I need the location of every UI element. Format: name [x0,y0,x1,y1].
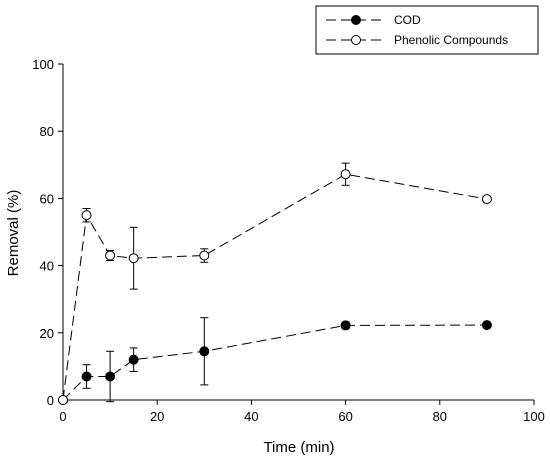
y-tick-label: 0 [47,393,54,408]
data-point-phenolic-compounds [81,210,92,221]
y-tick-label: 20 [40,326,54,341]
y-tick-label: 80 [40,124,54,139]
legend: COD Phenolic Compounds [315,5,539,55]
data-point-cod [199,346,210,357]
data-point-phenolic-compounds [481,194,492,205]
data-point-cod [481,320,492,331]
legend-entry-phenolic-compounds: Phenolic Compounds [326,33,508,47]
data-point-cod [81,371,92,382]
x-tick-label: 20 [150,409,164,424]
data-point-cod [340,320,351,331]
series-line-phenolic-compounds [62,173,487,401]
y-axis-title: Removal (%) [5,190,22,277]
y-tick-label: 40 [40,259,54,274]
y-tick-label: 60 [40,191,54,206]
y-tick-label: 100 [32,57,54,72]
x-tick-label: 40 [244,409,258,424]
data-point-phenolic-compounds [128,253,139,264]
data-point-phenolic-compounds [199,250,210,261]
series-phenolic-compounds [58,162,492,405]
data-point-phenolic-compounds [58,395,68,405]
series-line-cod [62,324,487,401]
data-point-cod [105,371,116,382]
legend-marker-phenolic-compounds [351,35,361,45]
x-tick-label: 0 [59,409,66,424]
x-tick-label: 80 [433,409,447,424]
x-tick-label: 100 [523,409,545,424]
legend-marker-cod [351,15,361,25]
x-axis-title: Time (min) [263,439,334,456]
series-cod [58,317,492,405]
data-point-cod [128,354,139,365]
data-point-phenolic-compounds [105,250,116,261]
plot-area: 0 20 40 60 80 100 0 20 40 60 80 100 [32,57,545,424]
data-point-phenolic-compounds [340,169,351,180]
legend-label-cod: COD [394,13,421,27]
x-tick-label: 60 [338,409,352,424]
legend-box [315,5,539,55]
legend-entry-cod: COD [326,13,421,27]
legend-label-phenolic-compounds: Phenolic Compounds [394,33,508,47]
